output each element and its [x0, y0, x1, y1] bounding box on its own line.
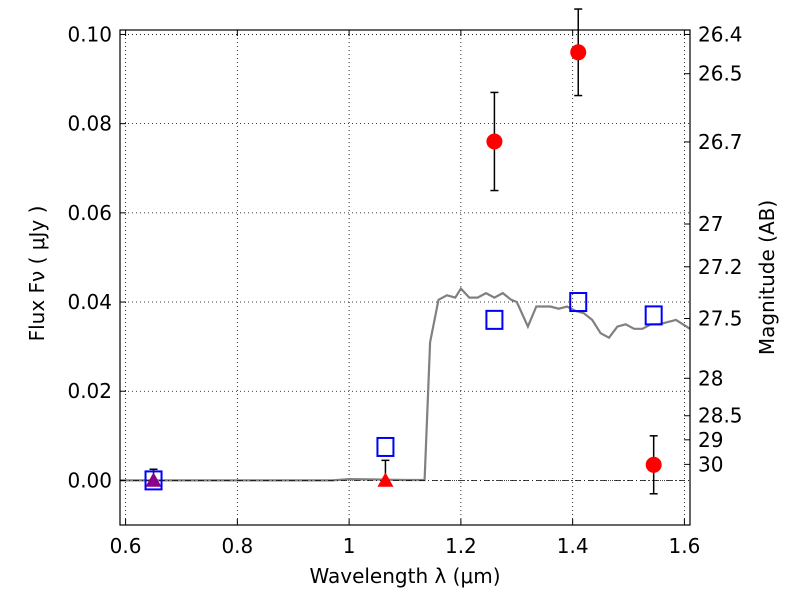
y-tick-label: 0.10 — [67, 22, 112, 46]
model-photometry-point — [644, 305, 663, 326]
right-axis-title: Magnitude (AB) — [755, 200, 779, 355]
y-tick-label: 0.00 — [67, 468, 112, 492]
model-photometry-point — [569, 292, 588, 313]
model-photometry-point — [485, 309, 504, 330]
y-axis-title: Flux Fν ( μJy ) — [25, 206, 49, 342]
model-photometry-point — [144, 470, 163, 491]
y-tick-label: 0.04 — [67, 290, 112, 314]
y-tick-label: 0.08 — [67, 112, 112, 136]
right-tick-label: 28.5 — [698, 404, 743, 428]
x-tick-label: 0.8 — [221, 534, 253, 558]
upper-limit-point — [377, 472, 394, 487]
right-tick-label: 27.5 — [698, 307, 743, 331]
right-tick-label: 26.7 — [698, 130, 743, 154]
x-tick-label: 1.6 — [669, 534, 701, 558]
model-spectrum-line — [120, 286, 691, 482]
model-photometry-point — [376, 436, 395, 457]
x-tick-label: 1.2 — [445, 534, 477, 558]
upper-limit-point — [145, 472, 162, 487]
right-tick-label: 28 — [698, 366, 723, 390]
detection-point — [570, 44, 587, 61]
x-axis-title: Wavelength λ (μm) — [309, 564, 500, 588]
x-tick-label: 0.6 — [110, 534, 142, 558]
right-tick-label: 26.5 — [698, 62, 743, 86]
right-tick-label: 27 — [698, 212, 723, 236]
detection-point — [645, 456, 662, 473]
axis-ticks: 0.6 0.8 1 1.2 1.4 1.6 0.00 0.02 0.04 0.06 0.08 0.10… — [67, 22, 742, 558]
y-tick-label: 0.02 — [67, 379, 112, 403]
x-tick-label: 1 — [343, 534, 356, 558]
data-layer — [120, 8, 691, 495]
plot-frame — [119, 29, 691, 526]
right-tick-label: 27.2 — [698, 255, 743, 279]
y-tick-label: 0.06 — [67, 201, 112, 225]
right-tick-label: 26.4 — [698, 22, 743, 46]
x-tick-label: 1.4 — [557, 534, 589, 558]
right-tick-label: 29 — [698, 428, 723, 452]
detection-point — [486, 133, 503, 150]
right-tick-label: 30 — [698, 452, 723, 476]
